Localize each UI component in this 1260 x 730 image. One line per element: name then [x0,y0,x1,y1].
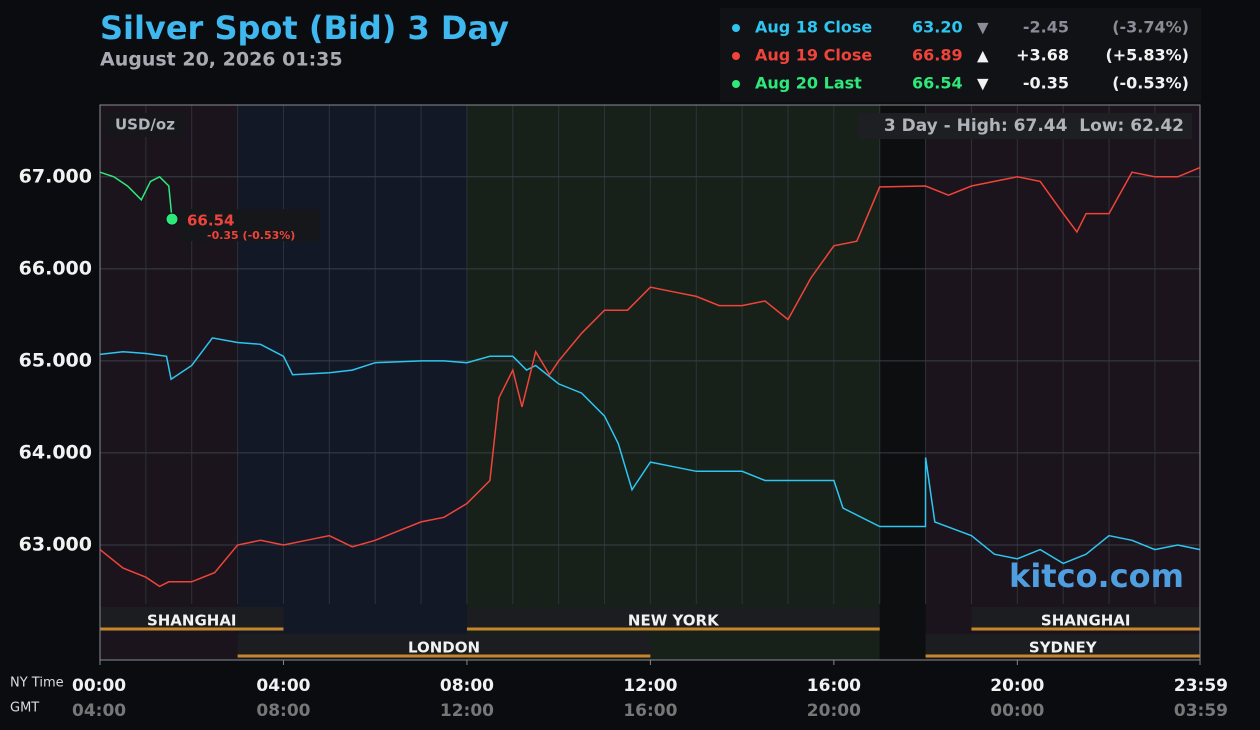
session-box [466,607,880,631]
session-background [879,105,926,660]
session-label: SHANGHAI [147,612,237,630]
x2-tick-label: 04:00 [72,701,126,721]
y-tick-label: 65.000 [19,349,92,371]
legend-dot [732,52,740,60]
x-tick-label: 23:59 [1174,676,1228,696]
high-low-box [858,113,1192,139]
last-label-box [180,209,321,242]
session-label: LONDON [408,639,480,657]
x-tick-label: 20:00 [990,676,1044,696]
x2-tick-label: 12:00 [440,701,494,721]
legend-change: -0.35 [1023,74,1069,93]
legend-dot [732,80,740,88]
session-box [237,634,651,658]
chart-subtitle: August 20, 2026 01:35 [100,49,343,71]
legend-box [720,8,1201,102]
x-tick-label: 08:00 [440,676,494,696]
x2-tick-label: 16:00 [623,701,677,721]
y-tick-label: 66.000 [19,257,92,279]
legend-close: 66.89 [912,46,963,65]
legend-arrow: ▲ [977,47,989,65]
x2-tick-label: 00:00 [990,701,1044,721]
x-axis-label: NY Time [10,676,64,691]
y-tick-label: 64.000 [19,441,92,463]
legend-close: 66.54 [912,74,963,93]
last-point [165,212,179,226]
legend-arrow: ▼ [977,75,989,93]
x-tick-label: 16:00 [807,676,861,696]
high-low-label: 3 Day - High: 67.44 Low: 62.42 [884,116,1184,136]
legend-change-pct: (-3.74%) [1112,18,1189,37]
watermark: kitco.com [1009,557,1184,595]
x-tick-label: 12:00 [623,676,677,696]
session-background [237,105,467,660]
session-label: SYDNEY [1029,639,1098,657]
session-label: NEW YORK [628,612,720,630]
last-change-label: -0.35 (-0.53%) [207,229,295,242]
session-label: SHANGHAI [1041,612,1131,630]
plot-border [99,104,1201,661]
legend-change-pct: (-0.53%) [1112,74,1189,93]
x2-tick-label: 08:00 [256,701,310,721]
legend-change-pct: (+5.83%) [1105,46,1189,65]
series-line [99,337,1201,565]
legend-name: Aug 19 Close [755,46,872,65]
y-tick-label: 67.000 [19,165,92,187]
x2-axis-label: GMT [10,701,39,716]
legend-dot [732,24,740,32]
x-tick-label: 00:00 [72,676,126,696]
legend-close: 63.20 [912,18,963,37]
series-line [99,171,173,220]
legend-name: Aug 20 Last [755,74,862,93]
session-box [100,607,284,631]
legend-change: +3.68 [1016,46,1069,65]
legend-arrow: ▼ [977,19,989,37]
unit-label: USD/oz [115,116,175,134]
chart-title: Silver Spot (Bid) 3 Day [100,9,509,47]
session-box [925,634,1200,658]
x-tick-label: 04:00 [256,676,310,696]
session-box [971,607,1200,631]
series-line [99,166,1201,588]
legend-change: -2.45 [1023,18,1069,37]
x2-tick-label: 03:59 [1174,701,1228,721]
last-value-label: 66.54 [187,212,234,230]
unit-box [106,113,186,137]
session-background [466,105,880,660]
x2-tick-label: 20:00 [807,701,861,721]
y-tick-label: 63.000 [19,533,92,555]
legend-name: Aug 18 Close [755,18,872,37]
